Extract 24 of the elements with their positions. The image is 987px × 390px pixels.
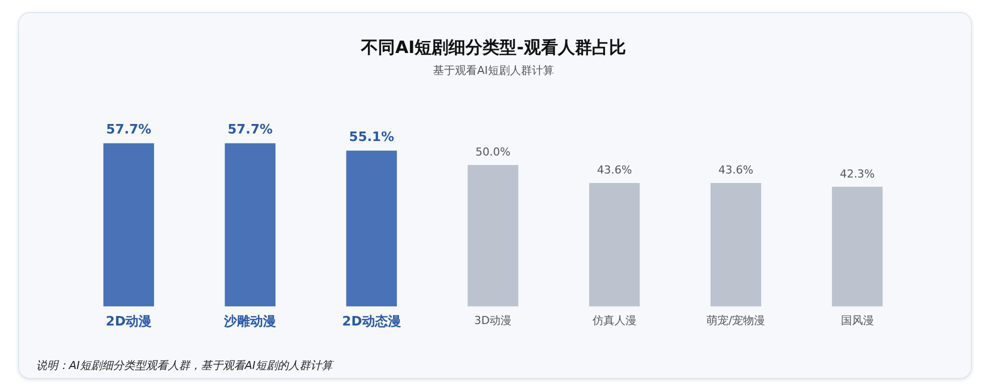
data-label: 55.1% [349, 130, 394, 145]
data-label: 42.3% [840, 167, 875, 180]
chart-subtitle: 基于观看AI短剧人群计算 [432, 63, 555, 78]
bar [589, 183, 640, 306]
bar [346, 150, 397, 306]
x-tick-label: 沙雕动漫 [223, 314, 276, 330]
bar [103, 143, 154, 306]
bar [224, 143, 276, 306]
chart-title: 不同AI短剧细分类型-观看人群占比 [360, 37, 627, 59]
data-label: 43.6% [596, 164, 632, 177]
bar [832, 186, 883, 306]
x-tick-label: 仿真人漫 [591, 314, 636, 327]
x-tick-label: 3D动漫 [474, 314, 512, 327]
data-label: 50.0% [476, 146, 510, 159]
bar [710, 183, 762, 306]
data-label: 43.6% [718, 164, 754, 177]
x-tick-label: 国风漫 [840, 314, 874, 327]
x-tick-label: 2D动态漫 [342, 314, 401, 330]
data-label: 57.7% [106, 122, 152, 138]
x-tick-label: 萌宠/宠物漫 [706, 314, 766, 327]
data-label: 57.7% [228, 122, 273, 138]
bar [468, 165, 518, 306]
x-tick-label: 2D动漫 [106, 314, 152, 330]
text: 说明：AI短剧细分类型观看人群，基于观看AI短剧的人群计算 [36, 358, 333, 373]
